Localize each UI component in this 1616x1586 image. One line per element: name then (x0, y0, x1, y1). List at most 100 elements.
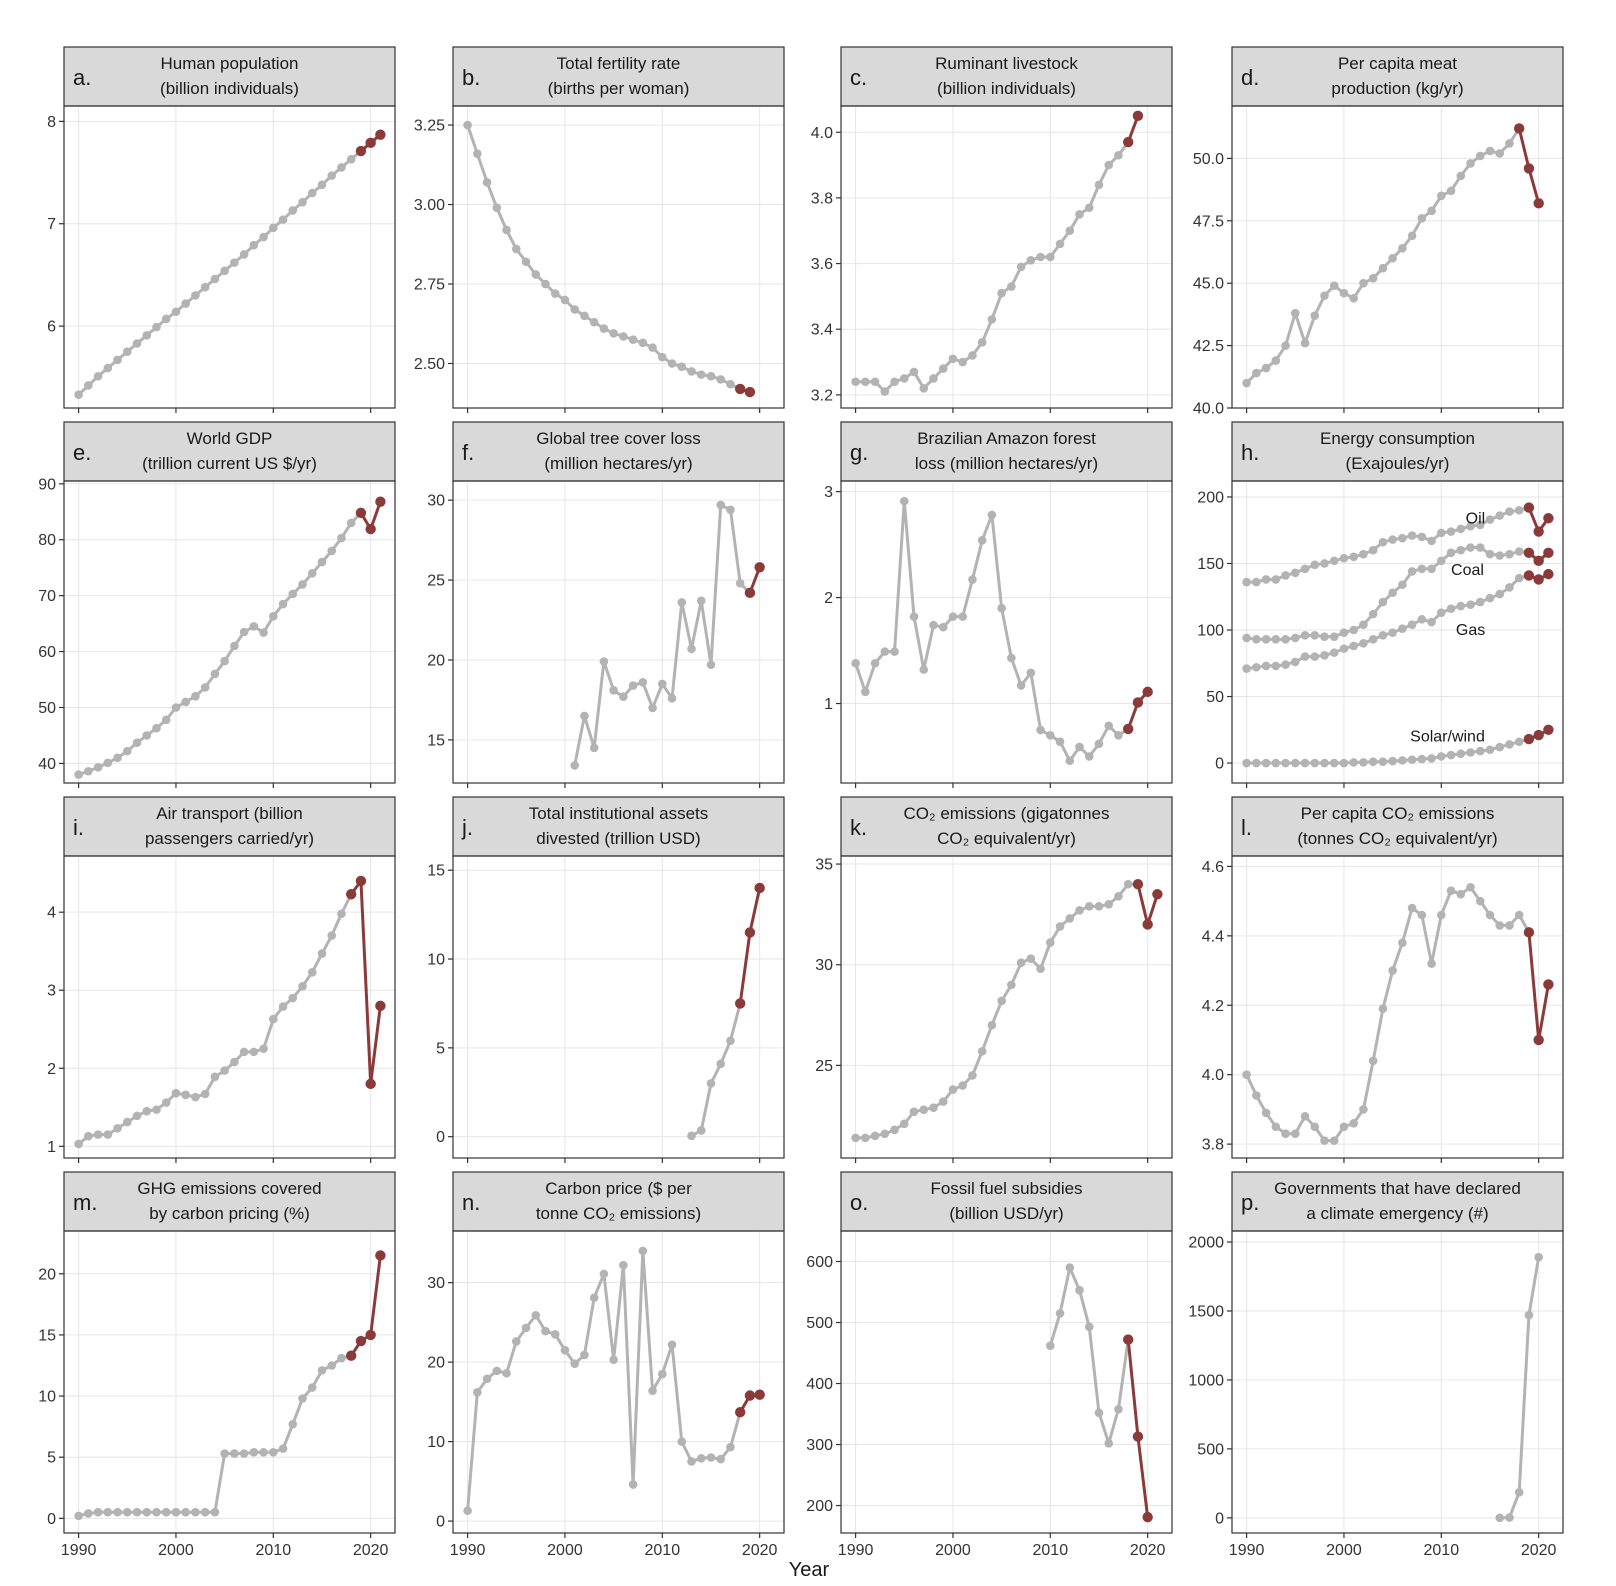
data-point (1495, 551, 1505, 560)
data-point (706, 660, 716, 670)
data-point (958, 1081, 967, 1090)
data-point-recent (754, 1389, 765, 1400)
data-point (1485, 593, 1495, 603)
panel-a: a. Human population (billion individuals) 6… (47, 46, 396, 413)
data-point (1075, 742, 1084, 752)
panel-title-line: World GDP (187, 429, 273, 448)
y-tick-label: 2000 (1188, 1235, 1224, 1252)
y-tick-label: 3 (824, 484, 833, 501)
data-point (570, 1359, 579, 1369)
panel-title-line: (billion individuals) (160, 79, 299, 98)
data-point (638, 1246, 648, 1256)
x-tick-label: 2020 (742, 1542, 778, 1559)
x-tick-label: 2010 (645, 1542, 681, 1559)
data-point (1300, 758, 1310, 768)
data-point (696, 1453, 706, 1463)
y-tick-label: 3.4 (811, 322, 833, 339)
data-point (870, 658, 880, 668)
y-tick-label: 3.8 (811, 190, 833, 207)
data-point-recent (375, 1250, 386, 1261)
data-point (938, 364, 948, 373)
data-point (1114, 1404, 1123, 1414)
y-tick-label: 500 (1197, 1441, 1224, 1458)
y-tick-label: 5 (47, 1450, 56, 1467)
series-line-recent (349, 879, 382, 1086)
data-point (1310, 631, 1320, 640)
data-point (1388, 588, 1397, 598)
data-point (890, 377, 899, 387)
data-point (1026, 668, 1036, 678)
data-point (1320, 1136, 1329, 1145)
data-point (1505, 549, 1514, 559)
y-tick-label: 600 (806, 1254, 833, 1271)
data-point (1427, 564, 1436, 574)
panel-d: d. Per capita meat production (kg/yr) 40.0 4… (1193, 46, 1564, 418)
data-point (1310, 758, 1320, 768)
data-point (1446, 750, 1456, 760)
data-point (1398, 624, 1407, 633)
data-point (1084, 203, 1094, 213)
panel-frame (63, 105, 396, 409)
panel-title-line: Brazilian Amazon forest (917, 429, 1096, 448)
panel-title-line: a climate emergency (#) (1306, 1204, 1488, 1223)
data-point (1368, 273, 1378, 283)
data-point (1398, 580, 1407, 590)
data-point (1505, 507, 1514, 516)
panel-title-line: Total fertility rate (557, 54, 681, 73)
y-tick-label: 25 (815, 1058, 833, 1075)
data-point (687, 1131, 696, 1141)
data-point (1466, 882, 1475, 892)
data-point (239, 250, 249, 259)
data-point (122, 347, 132, 356)
data-point (899, 496, 909, 506)
panel-frame (840, 105, 1173, 409)
data-point (1281, 571, 1290, 580)
data-point (1534, 1252, 1543, 1262)
panel-letter: o. (850, 1190, 868, 1215)
data-point (521, 1323, 531, 1333)
data-point (948, 1085, 958, 1094)
data-point (677, 1437, 687, 1446)
data-point (181, 1507, 190, 1517)
y-tick-label: 2.50 (414, 356, 445, 373)
y-tick-label: 500 (806, 1315, 833, 1332)
series-line-recent (738, 887, 762, 1004)
data-point (948, 612, 958, 621)
y-tick-label: 1 (824, 696, 833, 713)
data-point (482, 177, 492, 187)
data-point (1329, 758, 1339, 768)
data-point (1036, 964, 1045, 974)
data-point (1466, 600, 1475, 610)
data-point (1290, 1129, 1300, 1139)
data-point (1514, 1488, 1524, 1497)
data-point (696, 1126, 706, 1135)
data-point (239, 1047, 249, 1057)
panel-letter: c. (850, 65, 867, 90)
data-point (977, 536, 987, 545)
data-point (317, 180, 327, 190)
y-tick-label: 50 (38, 700, 56, 717)
data-point (1290, 568, 1300, 578)
data-point (1485, 910, 1495, 920)
data-point (288, 993, 298, 1003)
data-point (1495, 742, 1505, 752)
data-point (589, 1293, 599, 1303)
data-point (1514, 737, 1524, 747)
data-point (909, 367, 919, 377)
panel-strip (840, 421, 1173, 482)
data-point (317, 557, 327, 567)
data-point (1437, 910, 1446, 920)
y-tick-label: 0 (1215, 756, 1224, 773)
data-point (298, 982, 307, 991)
y-tick-label: 4 (47, 905, 56, 922)
data-point (1359, 1105, 1368, 1114)
data-point (521, 257, 531, 267)
data-point (473, 149, 482, 158)
data-point (929, 620, 938, 630)
data-point (677, 598, 687, 607)
series-label: Oil (1466, 510, 1486, 527)
data-point (220, 1066, 229, 1075)
data-point (1398, 533, 1407, 543)
data-point (1310, 1122, 1320, 1132)
panel-title-line: Carbon price ($ per (545, 1179, 692, 1198)
